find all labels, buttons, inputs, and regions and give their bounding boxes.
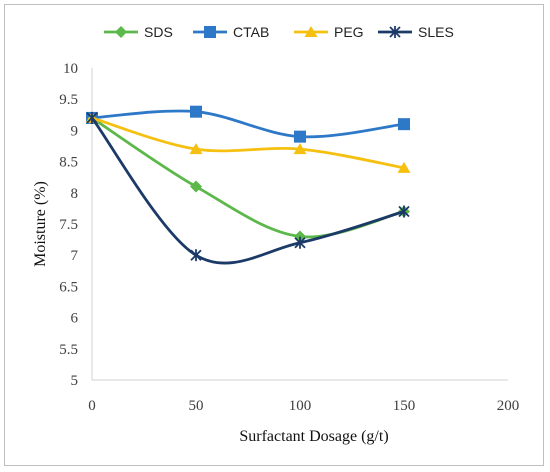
y-tick-label: 7	[71, 248, 79, 264]
x-tick-label: 0	[88, 398, 96, 414]
legend-item-ctab: CTAB	[193, 24, 269, 40]
x-tick-label: 100	[289, 398, 312, 414]
data-point-ctab	[398, 118, 410, 131]
chart-frame	[4, 4, 544, 466]
data-point-ctab	[190, 105, 202, 118]
x-tick-label: 150	[393, 398, 416, 414]
data-point-sles	[190, 249, 202, 262]
legend-label-sles: SLES	[418, 24, 454, 40]
series-layer	[85, 105, 411, 265]
series-ctab	[86, 105, 410, 143]
data-point-ctab	[294, 130, 306, 143]
legend-marker-sles	[389, 26, 401, 38]
legend-label-peg: PEG	[334, 24, 364, 40]
data-point-sles	[86, 111, 98, 124]
data-point-sles	[294, 236, 306, 249]
legend-marker-peg	[304, 26, 318, 37]
legend-item-peg: PEG	[294, 24, 364, 40]
y-axis-title: Moisture (%)	[32, 181, 49, 267]
y-tick-label: 5	[71, 373, 79, 389]
y-tick-label: 7.5	[59, 217, 78, 233]
y-tick-label: 9.5	[59, 92, 78, 108]
data-point-sles	[398, 205, 410, 218]
y-tick-label: 6.5	[59, 279, 78, 295]
y-tick-label: 9	[71, 123, 79, 139]
legend-item-sles: SLES	[378, 24, 454, 40]
series-line-ctab	[90, 109, 406, 139]
legend-marker-sds	[115, 26, 127, 38]
y-tick-label: 8	[71, 186, 79, 202]
legend-label-sds: SDS	[144, 24, 173, 40]
series-line-sds	[90, 116, 406, 239]
x-tick-label: 200	[497, 398, 520, 414]
y-tick-label: 10	[63, 61, 78, 77]
y-tick-label: 6	[71, 311, 79, 327]
legend-item-sds: SDS	[104, 24, 173, 40]
data-point-peg	[397, 161, 411, 173]
series-line-sles	[90, 116, 406, 265]
legend-marker-ctab	[204, 26, 216, 38]
y-tick-label: 8.5	[59, 155, 78, 171]
y-tick-label: 5.5	[59, 342, 78, 358]
series-sles	[86, 111, 410, 265]
data-point-sds	[190, 180, 202, 193]
series-peg	[85, 111, 411, 173]
data-point-peg	[189, 143, 203, 155]
legend-label-ctab: CTAB	[233, 24, 269, 40]
series-line-peg	[90, 116, 406, 170]
legend: SDS CTAB PEG SLES	[104, 24, 454, 40]
x-tick-label: 50	[189, 398, 204, 414]
x-axis-title: Surfactant Dosage (g/t)	[239, 428, 388, 445]
data-point-peg	[293, 143, 307, 155]
